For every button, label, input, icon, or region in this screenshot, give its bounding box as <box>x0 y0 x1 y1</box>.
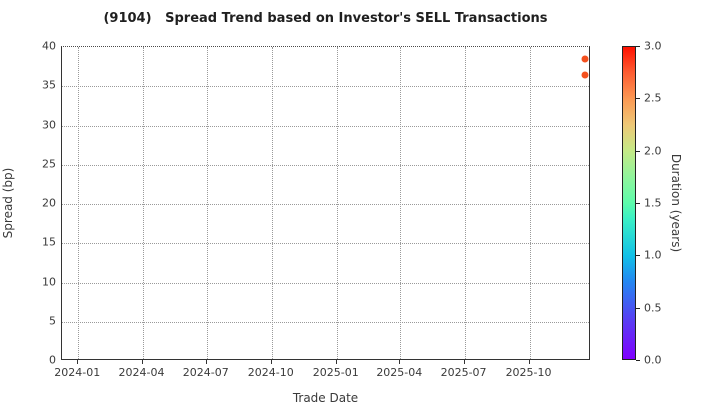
gridline-horizontal <box>62 125 589 127</box>
x-tick-mark <box>205 360 207 364</box>
y-axis-label: Spread (bp) <box>1 167 15 239</box>
gridline-vertical <box>464 47 466 359</box>
gridline-vertical <box>400 47 402 359</box>
x-tick-label: 2025-10 <box>505 366 552 379</box>
chart-title: (9104) Spread Trend based on Investor's … <box>103 11 548 26</box>
y-tick-label: 20 <box>42 196 56 210</box>
y-tick-label: 15 <box>42 235 56 249</box>
y-tick-label: 30 <box>42 118 56 131</box>
gridline-horizontal <box>62 204 589 205</box>
colorbar-tick-label: 2.0 <box>644 144 662 158</box>
x-tick-label: 2025-04 <box>376 366 423 379</box>
colorbar-tick-label: 3.0 <box>644 39 662 53</box>
plot-area <box>61 46 590 360</box>
x-tick-label: 2024-10 <box>247 366 294 379</box>
x-tick-label: 2024-04 <box>118 366 165 379</box>
gridline-horizontal <box>62 321 589 323</box>
x-tick-label: 2024-01 <box>54 366 101 379</box>
colorbar-tick-mark <box>636 46 640 47</box>
y-tick-label: 40 <box>42 39 56 53</box>
gridline-vertical <box>336 47 338 359</box>
gridline-vertical <box>271 47 273 359</box>
colorbar-tick-mark <box>636 98 640 100</box>
x-tick-mark <box>528 360 530 364</box>
y-tick-label: 35 <box>42 78 56 92</box>
colorbar-tick-mark <box>636 307 640 309</box>
scatter-point <box>581 55 589 63</box>
colorbar-tick-mark <box>636 360 640 361</box>
x-tick-mark <box>270 360 272 364</box>
gridline-horizontal <box>62 86 589 88</box>
colorbar-tick-label: 1.0 <box>644 248 662 262</box>
x-tick-label: 2024-07 <box>182 366 229 379</box>
colorbar-tick-label: 1.5 <box>644 196 662 210</box>
scatter-point <box>581 71 589 79</box>
y-tick-label: 0 <box>49 353 56 367</box>
x-tick-mark <box>141 360 143 364</box>
y-tick-label: 10 <box>42 275 56 288</box>
x-tick-mark <box>399 360 401 364</box>
gridline-vertical <box>206 47 208 359</box>
gridline-horizontal <box>62 164 589 166</box>
gridline-vertical <box>78 47 80 359</box>
colorbar-tick-mark <box>636 203 640 204</box>
x-tick-label: 2025-07 <box>440 366 487 379</box>
gridline-horizontal <box>62 282 589 284</box>
gridline-horizontal <box>62 243 589 245</box>
gridline-vertical <box>142 47 144 359</box>
y-tick-label: 5 <box>49 314 56 328</box>
x-tick-mark <box>463 360 465 364</box>
y-tick-label: 25 <box>42 157 56 171</box>
x-tick-mark <box>77 360 79 364</box>
x-tick-mark <box>335 360 337 364</box>
colorbar-tick-label: 2.5 <box>644 91 662 105</box>
colorbar-label: Duration (years) <box>669 153 683 253</box>
colorbar-tick-mark <box>636 150 640 152</box>
x-tick-label: 2025-01 <box>312 366 359 379</box>
x-axis-label: Trade Date <box>292 391 359 405</box>
colorbar-tick-label: 0.5 <box>644 301 662 315</box>
colorbar <box>622 46 636 360</box>
gridline-vertical <box>529 47 531 359</box>
colorbar-tick-label: 0.0 <box>644 353 662 367</box>
colorbar-tick-mark <box>636 255 640 257</box>
